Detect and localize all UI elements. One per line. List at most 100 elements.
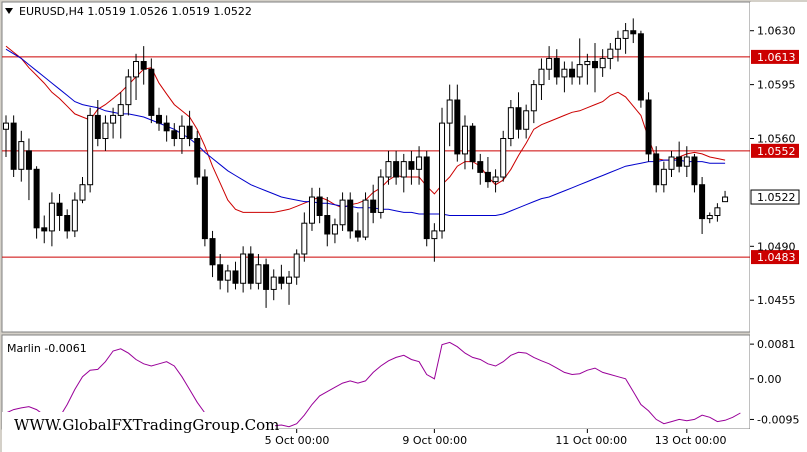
bearish-candle <box>676 156 683 167</box>
bearish-candle <box>186 125 193 140</box>
bearish-candle <box>217 264 224 281</box>
bearish-candle <box>469 125 476 163</box>
bullish-candle <box>614 37 621 50</box>
bullish-candle <box>48 202 55 232</box>
bullish-candle <box>530 84 537 112</box>
bearish-candle <box>163 122 170 132</box>
bullish-candle <box>270 276 277 290</box>
time-tick-label: 11 Oct 00:00 <box>555 434 627 447</box>
bullish-candle <box>461 125 468 155</box>
bearish-candle <box>645 99 652 155</box>
price-tick-label: 1.0490 <box>757 240 796 253</box>
chart-title: EURUSD,H4 1.0519 1.0526 1.0519 1.0522 <box>19 5 252 18</box>
bullish-candle <box>431 230 438 240</box>
bearish-candle <box>33 168 40 229</box>
bullish-candle <box>576 64 583 78</box>
oscillator-tick-label: 0.0081 <box>757 338 796 351</box>
bearish-candle <box>140 61 147 70</box>
level-price-label: 1.0613 <box>757 51 796 64</box>
bullish-candle <box>117 104 124 116</box>
bearish-candle <box>56 202 63 217</box>
bearish-candle <box>592 61 599 69</box>
bearish-candle <box>324 215 331 235</box>
bearish-candle <box>64 215 71 232</box>
bearish-candle <box>278 276 285 284</box>
bullish-candle <box>18 141 25 170</box>
bearish-candle <box>423 156 430 240</box>
bearish-candle <box>393 161 400 178</box>
bullish-candle <box>224 270 231 281</box>
bullish-candle <box>607 48 614 59</box>
bearish-candle <box>263 264 270 290</box>
bearish-candle <box>148 68 155 116</box>
bearish-candle <box>41 227 48 232</box>
bullish-candle <box>87 114 94 186</box>
bullish-candle <box>416 156 423 170</box>
bullish-candle <box>561 68 568 78</box>
bearish-candle <box>370 199 377 213</box>
indicator-label: Marlin -0.0061 <box>7 342 87 355</box>
main-plot-area[interactable] <box>1 1 751 333</box>
bearish-candle <box>484 171 491 183</box>
bearish-candle <box>653 153 660 186</box>
current-price-box <box>750 189 800 205</box>
bearish-candle <box>637 33 644 101</box>
bearish-candle <box>354 230 361 238</box>
bullish-candle <box>125 76 132 106</box>
bearish-candle <box>408 161 415 170</box>
bearish-candle <box>347 199 354 232</box>
bearish-candle <box>94 114 101 140</box>
bullish-candle <box>706 215 713 220</box>
bullish-candle <box>584 61 591 66</box>
bullish-candle <box>683 156 690 167</box>
marlin-oscillator-line <box>5 341 741 429</box>
bearish-candle <box>247 253 254 284</box>
bullish-candle <box>377 176 384 213</box>
bullish-candle <box>3 122 9 130</box>
bearish-candle <box>25 150 32 170</box>
bullish-candle <box>79 184 86 201</box>
bullish-candle <box>599 57 606 69</box>
level-price-label: 1.0552 <box>757 145 796 158</box>
price-tick-label: 1.0630 <box>757 25 796 38</box>
bullish-candle <box>286 276 293 284</box>
bullish-candle <box>500 138 507 178</box>
bullish-candle <box>331 224 338 235</box>
triangle-down-icon[interactable] <box>5 8 13 14</box>
bullish-candle <box>492 176 499 183</box>
watermark-text: WWW.GlobalFXTradingGroup.Com <box>14 416 279 434</box>
bullish-candle <box>523 110 530 130</box>
bullish-candle <box>339 199 346 226</box>
time-tick-label: 9 Oct 00:00 <box>402 434 467 447</box>
bullish-candle <box>178 125 185 140</box>
price-tick-label: 1.0595 <box>757 79 796 92</box>
bullish-candle <box>308 196 315 224</box>
bullish-candle <box>71 199 78 232</box>
bullish-candle <box>293 253 300 278</box>
bullish-candle <box>102 122 109 140</box>
bearish-candle <box>569 68 576 78</box>
bullish-candle <box>255 264 262 284</box>
right-price-axis <box>750 2 807 429</box>
bullish-candle <box>362 199 369 238</box>
current-price-label: 1.0522 <box>757 191 796 204</box>
bullish-candle <box>400 161 407 178</box>
price-tick-label: 1.0560 <box>757 133 796 146</box>
bearish-candle <box>691 156 698 186</box>
bearish-candle <box>155 114 162 124</box>
bullish-candle <box>507 107 514 140</box>
level-price-box <box>751 250 799 265</box>
bullish-candle <box>439 122 446 232</box>
bearish-candle <box>454 99 461 155</box>
bullish-candle <box>722 196 729 203</box>
oscillator-tick-label: 0.00 <box>757 373 782 386</box>
time-tick-label: 13 Oct 00:00 <box>655 434 727 447</box>
bullish-candle <box>301 222 308 255</box>
oscillator-tick-label: -0.0095 <box>757 413 799 426</box>
bearish-candle <box>515 107 522 130</box>
bullish-candle <box>538 68 545 86</box>
watermark-background <box>2 412 275 436</box>
time-tick-label: 5 Oct 00:00 <box>265 434 330 447</box>
price-tick-label: 1.0455 <box>757 294 796 307</box>
level-price-box <box>751 143 799 158</box>
